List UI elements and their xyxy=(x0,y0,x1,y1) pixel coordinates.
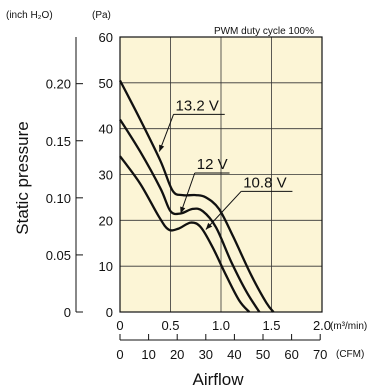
series-label-arrowhead xyxy=(205,222,213,230)
cfm-tick-label: 0 xyxy=(116,347,123,362)
series-label-arrowhead xyxy=(159,144,165,152)
series-lines xyxy=(118,79,275,313)
x-unit-secondary: (CFM) xyxy=(336,349,364,360)
cfm-tick-label: 10 xyxy=(141,347,155,362)
x-tick-label: 1.0 xyxy=(212,318,230,333)
y-axis-title: Static pressure xyxy=(13,121,32,234)
x-tick-label: 0 xyxy=(116,318,123,333)
cfm-tick-label: 70 xyxy=(313,347,327,362)
cfm-tick-label: 20 xyxy=(170,347,184,362)
y-unit-inch: (inch H₂O) xyxy=(6,10,53,21)
y-tick-label-inch: 0.05 xyxy=(46,248,71,263)
y-tick-label-inch: 0.20 xyxy=(46,77,71,92)
x-axis-title: Airflow xyxy=(192,370,244,389)
y-tick-label-pa: 60 xyxy=(99,30,113,45)
cfm-tick-label: 50 xyxy=(256,347,270,362)
y-tick-label-pa: 20 xyxy=(99,213,113,228)
y-tick-label-pa: 40 xyxy=(99,122,113,137)
cfm-tick-label: 40 xyxy=(227,347,241,362)
x-tick-label: 0.5 xyxy=(161,318,179,333)
y-tick-label-pa: 0 xyxy=(106,305,113,320)
series-label: 12 V xyxy=(197,156,228,173)
cfm-tick-label: 30 xyxy=(199,347,213,362)
y-tick-label-inch: 0.15 xyxy=(46,134,71,149)
series-line xyxy=(119,155,251,313)
cfm-tick-label: 60 xyxy=(284,347,298,362)
y-tick-label-inch: 0 xyxy=(64,305,71,320)
series-label: 13.2 V xyxy=(176,97,219,114)
x-tick-label: 2.0 xyxy=(313,318,331,333)
series-label-leader xyxy=(180,172,196,214)
x-unit-primary: (m³/min) xyxy=(330,321,367,332)
series-label-leader xyxy=(205,190,242,230)
series-label-leader xyxy=(158,114,175,152)
annotation-text: PWM duty cycle 100% xyxy=(214,26,314,37)
series-label-arrowhead xyxy=(180,206,186,214)
series-labels: 13.2 V 12 V 10.8 V xyxy=(158,97,293,230)
grid xyxy=(120,37,322,312)
plot-frame xyxy=(119,36,323,313)
series-label: 10.8 V xyxy=(243,174,286,191)
series-line xyxy=(119,118,261,313)
series-line xyxy=(118,79,275,313)
x-tick-label: 1.5 xyxy=(262,318,280,333)
axes: 0 10 20 30 40 50 60 0 0.05 0.10 0.15 0.20 0 0.5 1.0 1.5… xyxy=(46,30,331,362)
y-tick-label-pa: 30 xyxy=(99,168,113,183)
y-tick-label-pa: 10 xyxy=(99,259,113,274)
y-tick-label-pa: 50 xyxy=(99,76,113,91)
y-unit-pa: (Pa) xyxy=(92,10,111,21)
y-tick-label-inch: 0.10 xyxy=(46,191,71,206)
